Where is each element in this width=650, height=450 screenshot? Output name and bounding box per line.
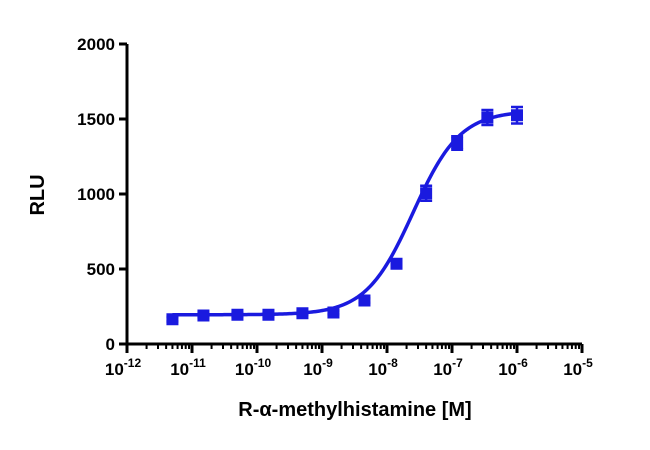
data-point <box>327 306 340 319</box>
x-tick-exponent: -10 <box>254 356 272 370</box>
data-point <box>231 308 244 321</box>
y-tick-label: 0 <box>106 335 115 354</box>
x-tick-base: 10 <box>170 360 189 379</box>
x-tick-label: 10-9 <box>303 356 333 379</box>
point-marker <box>481 111 494 124</box>
point-marker <box>262 308 275 321</box>
x-tick-label: 10-12 <box>105 356 142 379</box>
x-tick-base: 10 <box>433 360 452 379</box>
y-tick-label: 2000 <box>77 35 115 54</box>
point-marker <box>511 109 523 122</box>
data-point <box>481 108 494 127</box>
y-tick-label: 1000 <box>77 185 115 204</box>
fit-curve <box>172 111 518 317</box>
x-tick-label: 10-11 <box>170 356 206 379</box>
x-tick-base: 10 <box>368 360 387 379</box>
x-tick-label: 10-6 <box>498 356 528 379</box>
data-point <box>358 294 371 307</box>
x-tick-label: 10-10 <box>235 356 272 379</box>
point-marker <box>327 306 340 319</box>
data-point <box>390 257 403 270</box>
data-point <box>262 308 275 321</box>
x-tick-base: 10 <box>235 360 254 379</box>
point-marker <box>296 307 309 320</box>
data-point <box>451 135 464 151</box>
data-point <box>511 105 523 125</box>
x-tick-exponent: -7 <box>452 356 463 370</box>
point-marker <box>231 308 244 321</box>
x-tick-exponent: -5 <box>582 356 593 370</box>
x-tick-exponent: -6 <box>517 356 528 370</box>
x-tick-label: 10-8 <box>368 356 398 379</box>
x-tick-exponent: -12 <box>124 356 142 370</box>
x-tick-exponent: -9 <box>322 356 333 370</box>
x-tick-exponent: -11 <box>189 356 206 370</box>
x-tick-label: 10-7 <box>433 356 463 379</box>
data-point <box>296 307 309 320</box>
data-point <box>197 309 210 322</box>
point-marker <box>166 313 179 326</box>
point-marker <box>451 137 464 149</box>
y-tick-label: 500 <box>87 260 115 279</box>
y-tick-label: 1500 <box>77 110 115 129</box>
x-tick-exponent: -8 <box>387 356 398 370</box>
x-axis-title: R-α-methylhistamine [M] <box>238 399 471 421</box>
data-point <box>166 313 179 326</box>
point-marker <box>197 309 210 322</box>
point-marker <box>390 257 403 270</box>
x-tick-base: 10 <box>498 360 517 379</box>
x-tick-base: 10 <box>105 360 124 379</box>
data-point <box>420 184 433 202</box>
y-axis-title: RLU <box>27 174 49 215</box>
x-tick-base: 10 <box>303 360 322 379</box>
x-tick-base: 10 <box>563 360 582 379</box>
x-tick-label: 10-5 <box>563 356 593 379</box>
point-marker <box>358 294 371 307</box>
point-marker <box>420 187 433 200</box>
